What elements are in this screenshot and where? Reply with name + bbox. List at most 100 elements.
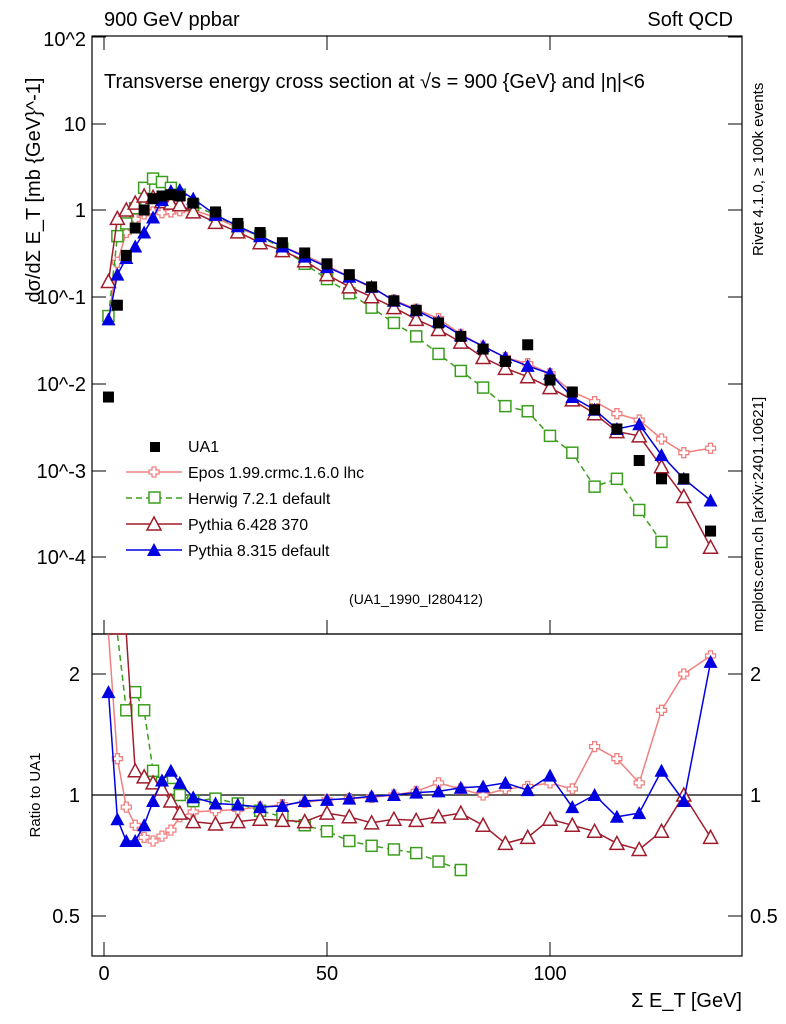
- x-tick-label: 50: [316, 963, 338, 985]
- ratio-point-epos-0: [165, 824, 177, 836]
- ratio-tick-label-right: 1: [750, 785, 761, 807]
- ratio-line-herwig-1: [108, 633, 462, 871]
- data-point-ua1-0: [522, 339, 534, 351]
- ratio-point-pythia-3: [364, 789, 379, 803]
- ratio-point-epos-0: [678, 668, 690, 680]
- data-point-ua1-0: [499, 355, 511, 367]
- ratio-point-pythia-3: [565, 800, 580, 814]
- ratio-point-pythia-3: [297, 794, 312, 808]
- data-point-herwig-2: [588, 480, 601, 493]
- ratio-point-pythia-2: [452, 804, 470, 820]
- data-point-epos-1: [678, 447, 690, 459]
- data-point-ua1-0: [433, 317, 444, 329]
- ratio-point-pythia-3: [172, 775, 187, 789]
- ratio-point-pythia-2: [296, 813, 313, 829]
- ratio-point-pythia-2: [630, 840, 648, 857]
- mcplots-label: mcplots.cern.ch [arXiv:2401.10621]: [750, 397, 767, 632]
- data-point-ua1-0: [566, 386, 578, 398]
- ratio-point-pythia-2: [207, 815, 224, 831]
- data-point-pythia-4: [146, 210, 161, 224]
- data-point-ua1-0: [455, 330, 467, 342]
- data-point-ua1-0: [102, 391, 114, 403]
- data-point-pythia-3: [109, 209, 126, 226]
- data-point-pythia-3: [519, 368, 536, 384]
- ratio-point-pythia-3: [208, 796, 223, 810]
- legend-label: Pythia 8.315 default: [188, 543, 330, 560]
- ratio-point-pythia-3: [520, 783, 535, 797]
- data-point-ua1-0: [147, 193, 159, 205]
- data-point-pythia-4: [520, 358, 535, 372]
- legend-marker-pythia6: [145, 515, 163, 531]
- ratio-point-pythia-3: [230, 797, 245, 811]
- data-point-herwig-2: [632, 503, 646, 517]
- ratio-point-herwig-1: [432, 855, 445, 868]
- ratio-point-pythia-3: [275, 798, 290, 812]
- data-point-epos-1: [111, 256, 124, 268]
- main-series-layer: [100, 172, 719, 555]
- ratio-point-pythia-3: [320, 792, 334, 806]
- ratio-point-pythia-2: [541, 810, 559, 826]
- ratio-point-pythia-3: [119, 833, 134, 847]
- ratio-point-pythia-3: [654, 763, 669, 777]
- data-point-pythia-3: [251, 234, 269, 250]
- data-point-ua1-0: [156, 190, 168, 202]
- legend-marker-epos: [148, 466, 160, 478]
- ratio-point-pythia-2: [702, 828, 719, 845]
- data-point-pythia-3: [675, 487, 693, 504]
- ratio-point-epos-0: [129, 819, 141, 831]
- legend-marker-pythia8: [147, 543, 161, 556]
- ratio-point-herwig-1: [454, 863, 468, 877]
- ratio-point-pythia-2: [474, 816, 492, 832]
- ratio-point-pythia-2: [318, 804, 336, 820]
- ratio-point-epos-0: [147, 835, 159, 847]
- ratio-series-layer: [101, 633, 719, 877]
- data-point-herwig-2: [655, 535, 668, 549]
- data-point-ua1-0: [678, 473, 690, 485]
- ratio-point-pythia-2: [126, 762, 144, 778]
- ratio-point-epos-0: [120, 801, 132, 813]
- data-point-ua1-0: [321, 258, 333, 270]
- data-point-pythia-4: [654, 448, 669, 462]
- data-point-ua1-0: [138, 204, 150, 216]
- ratio-point-pythia-2: [385, 810, 403, 826]
- data-point-pythia-4: [110, 267, 125, 281]
- ratio-point-herwig-1: [343, 834, 356, 848]
- data-point-ua1-0: [254, 227, 266, 239]
- rivet-label: Rivet 4.1.0, ≥ 100k events: [750, 83, 767, 256]
- ratio-point-epos-0: [588, 740, 601, 753]
- legend-marker-ua1: [150, 442, 160, 452]
- data-point-herwig-2: [543, 429, 557, 443]
- data-point-ua1-0: [544, 374, 556, 386]
- data-point-ua1-0: [343, 269, 355, 281]
- data-point-pythia-3: [184, 203, 202, 219]
- data-point-ua1-0: [210, 206, 221, 218]
- ratio-point-epos-0: [566, 783, 578, 795]
- ratio-point-pythia-3: [609, 809, 624, 823]
- ratio-point-pythia-3: [342, 791, 357, 805]
- ratio-point-epos-0: [633, 777, 645, 789]
- ratio-point-herwig-1: [137, 704, 151, 717]
- ratio-point-pythia-2: [363, 814, 380, 830]
- ratio-tick-label-right: 2: [750, 664, 761, 686]
- ratio-point-pythia-3: [101, 685, 116, 699]
- data-point-herwig-2: [610, 472, 624, 486]
- ratio-point-pythia-2: [653, 822, 670, 839]
- data-point-pythia-4: [632, 417, 647, 431]
- data-point-pythia-4: [137, 225, 152, 239]
- data-point-pythia-3: [630, 427, 648, 443]
- legend-marker-epos: [148, 466, 160, 478]
- ratio-point-epos-0: [655, 704, 668, 716]
- ratio-point-herwig-1: [173, 788, 187, 802]
- data-point-ua1-0: [165, 189, 177, 201]
- ratio-tick-label-right: 0.5: [750, 906, 778, 928]
- data-point-pythia-3: [363, 288, 380, 304]
- data-point-pythia-3: [341, 278, 358, 294]
- axis-ticks: [92, 36, 742, 956]
- ratio-point-herwig-1: [320, 825, 334, 838]
- data-point-herwig-2: [432, 347, 445, 361]
- data-point-pythia-3: [318, 266, 336, 282]
- data-point-pythia-3: [407, 310, 425, 327]
- data-point-ua1-0: [656, 473, 667, 485]
- ratio-point-epos-0: [477, 789, 489, 801]
- legend-marker-herwig: [148, 491, 161, 504]
